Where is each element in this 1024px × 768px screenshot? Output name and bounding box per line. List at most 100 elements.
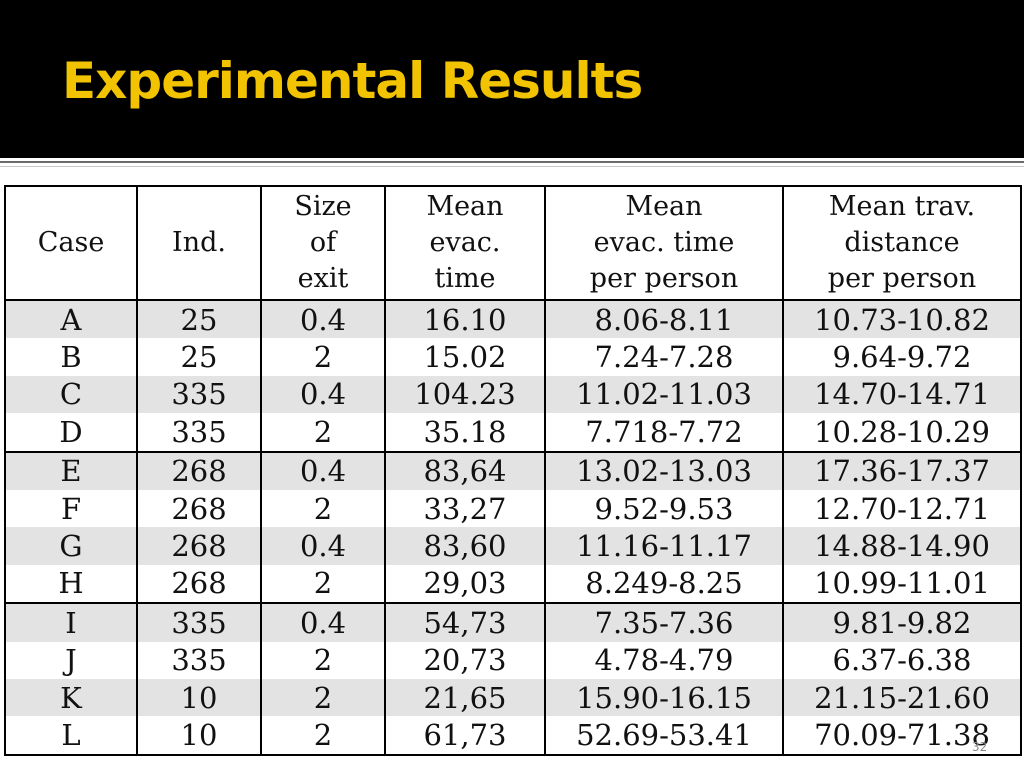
table-cell: 268 (136, 450, 262, 490)
table-cell: 2 (260, 641, 386, 679)
table-cell: 33,27 (384, 489, 546, 528)
table-cell: 83,60 (384, 527, 546, 565)
table-cell: 335 (136, 413, 262, 452)
divider-line (0, 161, 1024, 163)
table-row: G 268 0.4 83,60 11.16-11.17 14.88-14.90 (4, 527, 1022, 565)
table-cell: 61,73 (384, 716, 546, 756)
table-cell: 9.52-9.53 (544, 489, 784, 528)
header-ind: Ind. (136, 185, 262, 301)
table-cell: 335 (136, 641, 262, 679)
table-row: E 268 0.4 83,64 13.02-13.03 17.36-17.37 (4, 450, 1022, 490)
header-line: evac. time (593, 227, 735, 258)
table-cell: C (4, 375, 138, 414)
table-row: D 335 2 35.18 7.718-7.72 10.28-10.29 (4, 413, 1022, 452)
table-cell: 0.4 (260, 375, 386, 414)
header-line: Size (294, 191, 352, 222)
table-cell: 10.99-11.01 (782, 564, 1022, 604)
divider-line (0, 166, 1024, 167)
table-cell: 2 (260, 489, 386, 528)
header-line: of (309, 227, 337, 258)
table-cell: 21.15-21.60 (782, 678, 1022, 717)
header-line: distance (844, 227, 960, 258)
table-cell: 0.4 (260, 527, 386, 565)
table-row: L 10 2 61,73 52.69-53.41 70.09-71.38 (4, 716, 1022, 756)
slide-title: Experimental Results (62, 52, 643, 110)
table-cell: 25 (136, 300, 262, 339)
table-cell: 2 (260, 413, 386, 452)
header-line: Mean (426, 191, 504, 222)
table-cell: 10.73-10.82 (782, 300, 1022, 339)
table-cell: 11.02-11.03 (544, 375, 784, 414)
table-row: F 268 2 33,27 9.52-9.53 12.70-12.71 (4, 489, 1022, 528)
table-cell: 29,03 (384, 564, 546, 604)
header-line: per person (827, 263, 977, 294)
table-cell: 335 (136, 375, 262, 414)
table-cell: 16.10 (384, 300, 546, 339)
table-cell: 335 (136, 602, 262, 642)
header-case: Case (4, 185, 138, 301)
table-cell: 15.90-16.15 (544, 678, 784, 717)
header-size-of-exit: Size of exit (260, 185, 386, 301)
header-mean-trav-distance-per-person: Mean trav. distance per person (782, 185, 1022, 301)
table-row: H 268 2 29,03 8.249-8.25 10.99-11.01 (4, 564, 1022, 604)
table-cell: 9.64-9.72 (782, 338, 1022, 376)
header-line: Mean (625, 191, 703, 222)
table-cell: 70.09-71.38 (782, 716, 1022, 756)
table-cell: F (4, 489, 138, 528)
table-cell: 83,64 (384, 450, 546, 490)
table-cell: 15.02 (384, 338, 546, 376)
table-row: J 335 2 20,73 4.78-4.79 6.37-6.38 (4, 641, 1022, 679)
table-cell: 2 (260, 564, 386, 604)
table-cell: 8.06-8.11 (544, 300, 784, 339)
table-cell: E (4, 450, 138, 490)
table-cell: J (4, 641, 138, 679)
table-cell: 11.16-11.17 (544, 527, 784, 565)
table-cell: 2 (260, 678, 386, 717)
table-row: C 335 0.4 104.23 11.02-11.03 14.70-14.71 (4, 375, 1022, 414)
table-row: A 25 0.4 16.10 8.06-8.11 10.73-10.82 (4, 300, 1022, 339)
table-cell: 52.69-53.41 (544, 716, 784, 756)
header-mean-evac-time: Mean evac. time (384, 185, 546, 301)
table-header-row: Case Ind. Size of exit Mean evac. time M… (4, 185, 1022, 301)
results-table: Case Ind. Size of exit Mean evac. time M… (4, 185, 1022, 756)
header-line: time (434, 263, 496, 294)
table-cell: 25 (136, 338, 262, 376)
table-cell: 9.81-9.82 (782, 602, 1022, 642)
header-line: Mean trav. (828, 191, 976, 222)
header-line: Ind. (172, 227, 226, 258)
table-cell: 8.249-8.25 (544, 564, 784, 604)
table-cell: 13.02-13.03 (544, 450, 784, 490)
table-cell: 0.4 (260, 450, 386, 490)
table-cell: 14.88-14.90 (782, 527, 1022, 565)
header-line: evac. (429, 227, 501, 258)
table-cell: H (4, 564, 138, 604)
table-cell: 0.4 (260, 602, 386, 642)
table-cell: I (4, 602, 138, 642)
table-cell: 2 (260, 338, 386, 376)
table-cell: 268 (136, 564, 262, 604)
table-cell: 54,73 (384, 602, 546, 642)
header-line: Case (37, 227, 105, 258)
header-mean-evac-time-per-person: Mean evac. time per person (544, 185, 784, 301)
table-cell: D (4, 413, 138, 452)
table-cell: 4.78-4.79 (544, 641, 784, 679)
table-row: K 10 2 21,65 15.90-16.15 21.15-21.60 (4, 678, 1022, 717)
table-cell: L (4, 716, 138, 756)
table-cell: 14.70-14.71 (782, 375, 1022, 414)
table-cell: 10 (136, 716, 262, 756)
table-row: I 335 0.4 54,73 7.35-7.36 9.81-9.82 (4, 602, 1022, 642)
table-cell: 35.18 (384, 413, 546, 452)
table-cell: G (4, 527, 138, 565)
table-cell: 21,65 (384, 678, 546, 717)
table-cell: K (4, 678, 138, 717)
table-cell: 17.36-17.37 (782, 450, 1022, 490)
table-cell: 268 (136, 527, 262, 565)
table-row: B 25 2 15.02 7.24-7.28 9.64-9.72 (4, 338, 1022, 376)
table-cell: 2 (260, 716, 386, 756)
table-cell: 10.28-10.29 (782, 413, 1022, 452)
header-line: exit (297, 263, 349, 294)
table-cell: 104.23 (384, 375, 546, 414)
table-cell: 12.70-12.71 (782, 489, 1022, 528)
table-cell: A (4, 300, 138, 339)
table-cell: 7.718-7.72 (544, 413, 784, 452)
